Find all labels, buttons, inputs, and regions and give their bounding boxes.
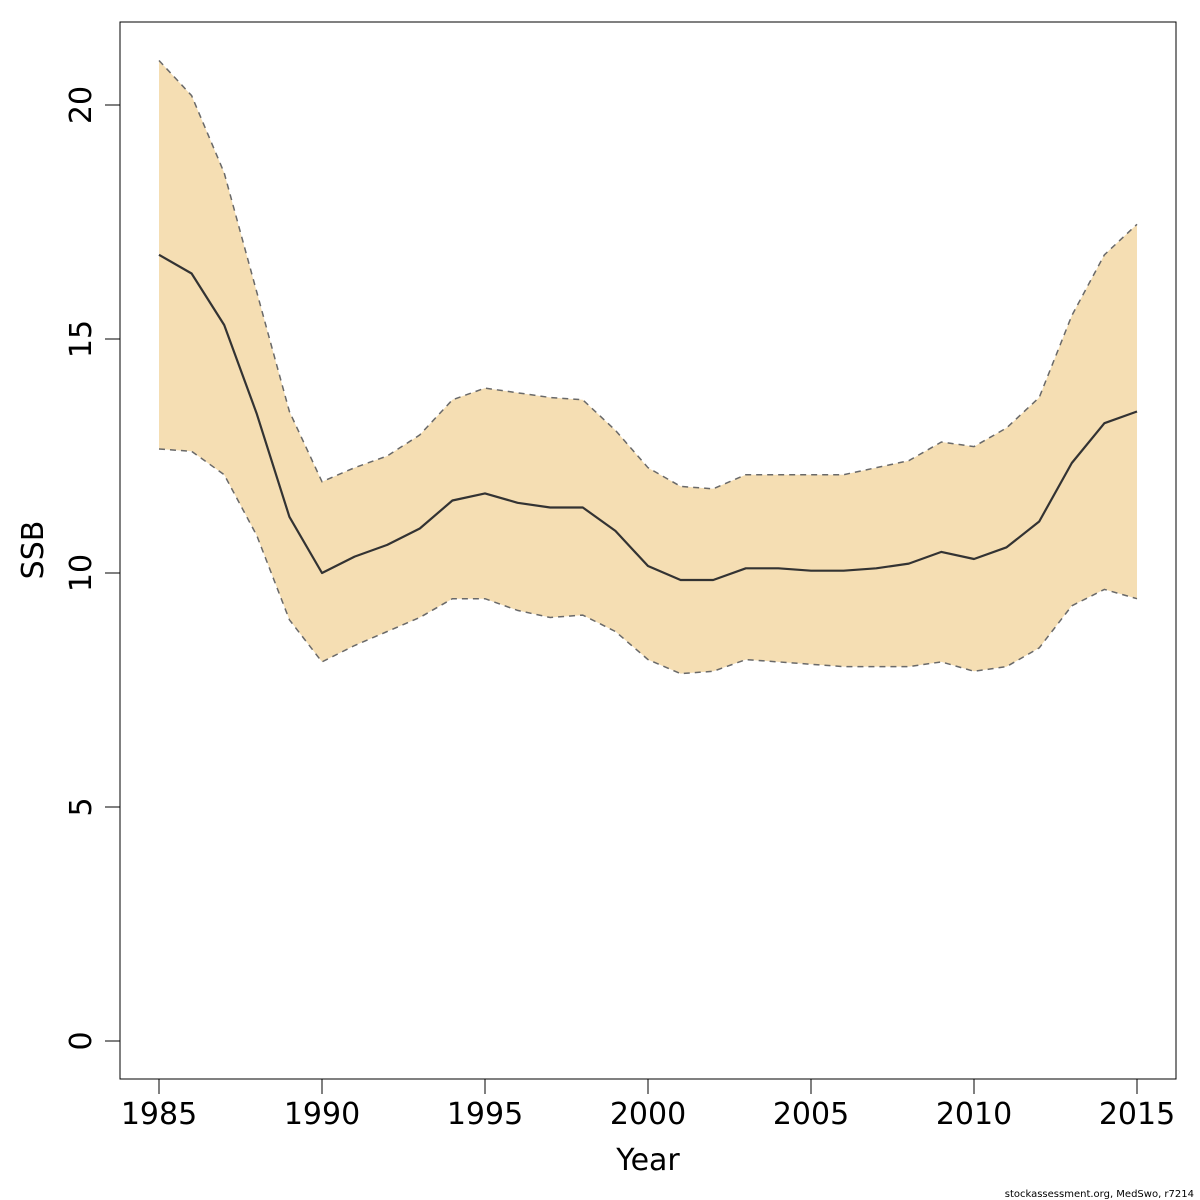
- ssb-estimate-line: [158, 253, 1138, 582]
- confidence-band: [159, 60, 1137, 674]
- x-tick-label: 1990: [284, 1097, 360, 1132]
- x-tick-label: 1995: [447, 1097, 523, 1132]
- x-axis-title: Year: [615, 1143, 680, 1178]
- credit-text: stockassessment.org, MedSwo, r7214: [1005, 1189, 1194, 1200]
- confidence-band-layer: [158, 59, 1138, 675]
- y-axis: 0 5 10 15 20: [64, 86, 121, 1051]
- y-tick-label: 10: [64, 554, 99, 592]
- estimate-line-layer: [158, 253, 1138, 582]
- x-tick-label: 2000: [610, 1097, 686, 1132]
- x-tick-label: 2005: [773, 1097, 849, 1132]
- y-tick-label: 0: [64, 1031, 99, 1050]
- x-tick-label: 2015: [1099, 1097, 1175, 1132]
- y-axis-title: SSB: [16, 521, 51, 580]
- x-tick-label: 1985: [121, 1097, 197, 1132]
- lower-bound-line: [158, 448, 1138, 675]
- x-axis: 1985 1990 1995 2000 2005 2010 2015: [121, 1078, 1175, 1132]
- y-tick-label: 15: [64, 320, 99, 358]
- x-tick-label: 2010: [936, 1097, 1012, 1132]
- y-tick-label: 20: [64, 86, 99, 124]
- upper-bound-line: [158, 59, 1138, 490]
- y-tick-label: 5: [64, 797, 99, 816]
